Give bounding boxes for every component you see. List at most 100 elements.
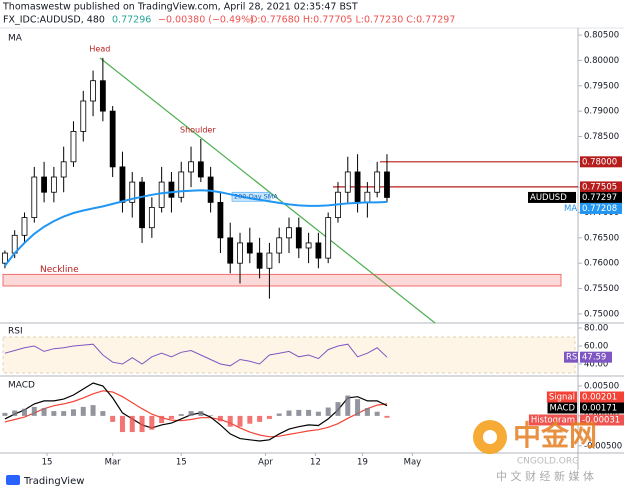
rsi-value: 47.59 [582, 353, 606, 363]
histogram-bar [129, 415, 135, 433]
candle-body [364, 191, 371, 203]
candle-body [80, 100, 87, 132]
y-tick-label: 40.00 [584, 360, 608, 370]
histogram-bar [198, 411, 204, 416]
candle-body [256, 252, 263, 269]
candle-body [99, 80, 106, 112]
histogram-bar [188, 411, 194, 416]
pane-label: MACD [8, 381, 35, 391]
histogram-bar [306, 409, 312, 416]
candle-body [286, 227, 292, 239]
candle-body [354, 171, 361, 203]
candle-body [374, 171, 381, 193]
candle-body [295, 227, 302, 249]
candle-body [129, 181, 136, 203]
watermark-tagline: 中 文 财 经 新 媒 体 [496, 469, 594, 483]
ma-label-box [580, 202, 622, 214]
trendline [99, 57, 436, 324]
histogram-bar [110, 415, 116, 422]
x-tick-label: 15 [176, 458, 187, 468]
histogram-bar [2, 412, 8, 416]
rsi-name: RSI [566, 353, 580, 363]
pane-label: RSI [8, 327, 23, 337]
y-tick-label: 0.00500 [584, 381, 619, 391]
last-price-label-box [580, 191, 622, 203]
histogram-bar [41, 408, 47, 416]
histogram-bar [70, 409, 76, 416]
x-tick-label: May [404, 458, 422, 468]
histogram-bar [31, 406, 37, 416]
legend-value: 0.00201 [582, 393, 617, 403]
histogram-bar [217, 415, 223, 422]
histogram-bar [12, 410, 18, 416]
last-price: 0.77296 [112, 15, 151, 26]
last-price-label: 0.77297 [582, 193, 617, 203]
legend-value-box [580, 414, 624, 426]
histogram-bar [247, 415, 253, 424]
watermark-title: 中金网 [513, 419, 597, 452]
rsi-value-box [580, 351, 612, 363]
histogram-bar [325, 407, 331, 416]
histogram-bar [374, 411, 380, 416]
annotation: Neckline [40, 265, 79, 275]
histogram-bar [149, 415, 155, 430]
y-tick-label: 0.78500 [584, 132, 619, 142]
legend-name: MACD [550, 404, 576, 414]
y-tick-label: 0.75500 [584, 284, 619, 294]
y-tick-label: 0.75000 [584, 309, 619, 319]
candle-body [119, 166, 126, 203]
level-label: 0.78000 [582, 157, 617, 167]
histogram-bar [119, 415, 125, 433]
histogram-bar [227, 415, 233, 427]
candle-body [90, 80, 96, 102]
candle-body [50, 176, 57, 193]
x-tick-label: Mar [105, 458, 122, 468]
candle-body [148, 207, 155, 229]
candle-body [246, 242, 253, 254]
legend-value: 0.00171 [582, 404, 617, 414]
rsi-line [4, 343, 388, 367]
annotation: 200-Day SMA [234, 193, 278, 201]
candle-body [305, 242, 312, 249]
sma-line [4, 189, 388, 267]
candle-body [237, 242, 243, 264]
y-tick-label: 60.00 [584, 341, 608, 351]
histogram-bar [237, 415, 243, 427]
histogram-bar [286, 410, 292, 416]
candle-body [158, 181, 165, 208]
candle-body [21, 217, 28, 236]
last-price-name: AUDUSD [530, 193, 567, 203]
histogram-bar [364, 408, 370, 416]
y-tick-label: 0.79000 [584, 107, 619, 117]
histogram-bar [21, 408, 27, 416]
legend-name: Signal [549, 393, 575, 403]
y-tick-label: -0.00500 [584, 441, 622, 451]
y-tick-label: 0.79500 [584, 81, 619, 91]
level-label-box [580, 181, 622, 193]
histogram-bar [139, 415, 145, 433]
legend-name-box [528, 414, 577, 426]
pane-label: MA [8, 34, 23, 44]
histogram-bar [266, 415, 272, 419]
histogram-bar [80, 406, 86, 416]
annotation: Shoulder [180, 126, 216, 135]
candle-body [70, 131, 77, 163]
histogram-bar [276, 413, 282, 416]
histogram-bar [384, 415, 390, 418]
y-tick-label: 0.80000 [584, 56, 619, 66]
candle-body [315, 242, 322, 259]
histogram-bar [208, 415, 214, 416]
histogram-bar [178, 414, 184, 416]
histogram-bar [159, 415, 165, 424]
y-tick-label: 80.00 [584, 323, 608, 333]
x-tick-label: 19 [357, 458, 368, 468]
histogram-bar [296, 409, 302, 416]
histogram-bar [355, 399, 361, 416]
histogram-bar [315, 411, 321, 416]
macd-line [4, 382, 388, 442]
histogram-bar [335, 402, 341, 416]
ma-label: 0.77208 [582, 204, 617, 214]
y-tick-label: 0.76500 [584, 233, 619, 243]
histogram-bar [345, 395, 351, 416]
